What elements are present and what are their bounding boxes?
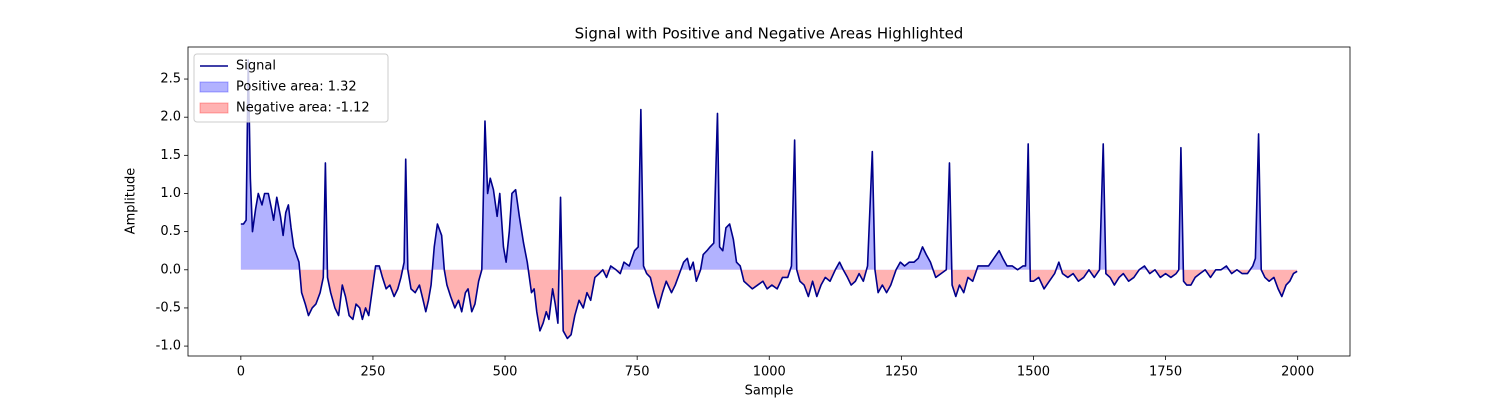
x-tick-label: 750 [625, 365, 650, 380]
x-axis-label: Sample [745, 384, 794, 399]
legend-label: Positive area: 1.32 [236, 80, 357, 95]
y-axis-label: Amplitude [124, 168, 139, 235]
negative-area [299, 269, 1298, 339]
x-tick-label: 1000 [753, 365, 786, 380]
y-tick-label: 1.5 [160, 148, 181, 163]
x-tick-label: 0 [237, 365, 245, 380]
x-tick-label: 1750 [1149, 365, 1182, 380]
signal-line [240, 59, 1298, 340]
y-tick-label: -1.0 [156, 339, 181, 354]
y-tick-label: 0.5 [160, 224, 181, 239]
y-tick-label: 2.5 [160, 72, 181, 87]
x-tick-label: 1250 [885, 365, 918, 380]
x-tick-label: 2000 [1281, 365, 1314, 380]
plot-frame [187, 46, 1351, 357]
legend-box [193, 53, 389, 123]
y-tick-label: 2.0 [160, 110, 181, 125]
x-tick-label: 500 [493, 365, 518, 380]
y-tick-label: 0.0 [160, 262, 181, 277]
x-tick-label: 1500 [1017, 365, 1050, 380]
legend-handle [199, 102, 229, 114]
x-tick-label: 250 [361, 365, 386, 380]
legend-handle [199, 81, 229, 93]
y-tick-label: -0.5 [156, 300, 181, 315]
chart-title: Signal with Positive and Negative Areas … [575, 25, 964, 43]
legend-label: Negative area: -1.12 [236, 101, 370, 116]
legend-label: Signal [236, 59, 276, 74]
y-tick-label: 1.0 [160, 186, 181, 201]
